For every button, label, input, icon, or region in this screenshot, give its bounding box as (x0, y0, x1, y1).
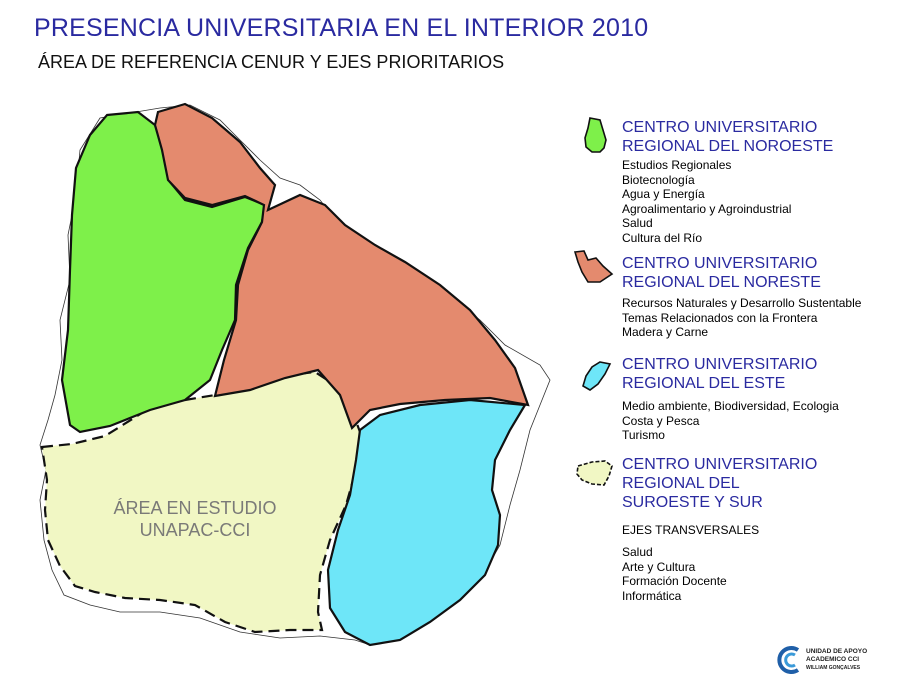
transversal-items: Salud Arte y Cultura Formación Docente I… (622, 545, 727, 603)
list-item: Turismo (622, 428, 665, 442)
legend-noroeste-title-line2: REGIONAL DEL NOROESTE (622, 138, 834, 155)
logo-line3: WILLIAM GONÇALVES (806, 665, 861, 671)
legend-icon-suroeste (576, 460, 613, 486)
logo-line2: ACADEMICO CCI (806, 656, 860, 663)
legend-suroeste-title-line1: CENTRO UNIVERSITARIO (622, 456, 818, 473)
legend-este-title-line1: CENTRO UNIVERSITARIO (622, 356, 818, 373)
list-item: Agua y Energía (622, 187, 705, 201)
legend-suroeste-title: CENTRO UNIVERSITARIO REGIONAL DEL SUROES… (622, 455, 817, 512)
legend-este-title-line2: REGIONAL DEL ESTE (622, 375, 786, 392)
legend-noreste-items: Recursos Naturales y Desarrollo Sustenta… (622, 296, 861, 340)
legend-noroeste-items: Estudios Regionales Biotecnología Agua y… (622, 158, 791, 245)
page-subtitle: ÁREA DE REFERENCIA CENUR Y EJES PRIORITA… (38, 52, 505, 72)
legend-noreste-title-line1: CENTRO UNIVERSITARIO (622, 255, 818, 272)
legend-noroeste-title: CENTRO UNIVERSITARIO REGIONAL DEL NOROES… (622, 118, 833, 156)
page-title: PRESENCIA UNIVERSITARIA EN EL INTERIOR 2… (34, 14, 649, 42)
legend-noreste-title: CENTRO UNIVERSITARIO REGIONAL DEL NOREST… (622, 254, 821, 292)
region-este (326, 398, 527, 647)
legend-este-items: Medio ambiente, Biodiversidad, Ecologia … (622, 399, 839, 443)
list-item: Cultura del Río (622, 230, 703, 245)
region-suroeste (40, 370, 362, 634)
study-area-label-line2: UNAPAC-CCI (139, 520, 251, 540)
cci-logo-icon (777, 646, 800, 674)
legend-noreste-title-line2: REGIONAL DEL NORESTE (622, 274, 821, 291)
study-area-label: ÁREA EN ESTUDIO UNAPAC-CCI (95, 497, 295, 541)
list-item: Formación Docente (622, 574, 727, 588)
legend-icon-noroeste (584, 117, 607, 153)
list-item: Biotecnología (622, 172, 695, 187)
list-item: Agroalimentario y Agroindustrial (622, 201, 792, 216)
legend-noroeste-title-line1: CENTRO UNIVERSITARIO (622, 119, 818, 136)
list-item: Medio ambiente, Biodiversidad, Ecologia (622, 399, 839, 413)
list-item: Costa y Pesca (622, 413, 700, 428)
legend-icon-noreste (573, 250, 614, 283)
study-area-label-line1: ÁREA EN ESTUDIO (113, 498, 277, 518)
list-item: Estudios Regionales (622, 158, 732, 172)
list-item: Arte y Cultura (622, 559, 696, 574)
list-item: Madera y Carne (622, 325, 709, 339)
transversal-heading: EJES TRANSVERSALES (622, 523, 760, 537)
legend-icon-este (582, 361, 612, 391)
legend-este-title: CENTRO UNIVERSITARIO REGIONAL DEL ESTE (622, 355, 817, 393)
legend-suroeste-title-line3: SUROESTE Y SUR (622, 494, 763, 511)
list-item: Temas Relacionados con la Frontera (622, 310, 818, 325)
list-item: Informática (622, 588, 682, 603)
list-item: Recursos Naturales y Desarrollo Sustenta… (622, 296, 862, 310)
list-item: Salud (622, 545, 653, 559)
list-item: Salud (622, 216, 653, 230)
legend-suroeste-title-line2: REGIONAL DEL (622, 475, 740, 492)
logo-line1: UNIDAD DE APOYO (806, 648, 868, 655)
cci-logo-text: UNIDAD DE APOYO ACADEMICO CCI WILLIAM GO… (806, 648, 867, 672)
region-noreste (153, 102, 530, 430)
